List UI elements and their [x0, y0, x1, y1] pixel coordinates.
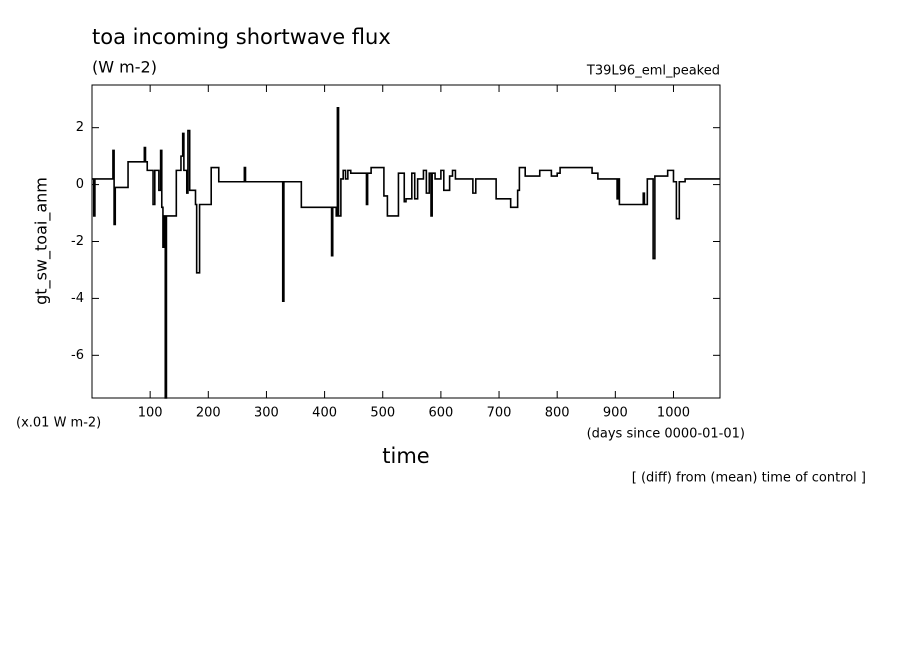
footnote: [ (diff) from (mean) time of control ] [632, 471, 866, 486]
y-axis-label: gt_sw_toai_anm [32, 177, 52, 305]
y-units: (x.01 W m-2) [16, 416, 101, 431]
x-tick-label: 100 [138, 406, 163, 421]
x-tick-label: 900 [603, 406, 628, 421]
x-tick-label: 200 [196, 406, 221, 421]
x-tick-label: 300 [254, 406, 279, 421]
y-tick-label: 2 [76, 120, 84, 135]
x-tick-label: 800 [545, 406, 570, 421]
x-tick-label: 1000 [657, 406, 690, 421]
x-tick-label: 500 [370, 406, 395, 421]
x-tick-label: 700 [487, 406, 512, 421]
chart-title: toa incoming shortwave flux [92, 25, 391, 49]
x-axis-label: time [382, 444, 429, 468]
x-units: (days since 0000-01-01) [587, 427, 745, 442]
x-tick-label: 400 [312, 406, 337, 421]
plot-frame [91, 84, 721, 399]
x-tick-label: 600 [428, 406, 453, 421]
chart-subtitle: (W m-2) [92, 58, 157, 77]
experiment-label: T39L96_eml_peaked [586, 64, 720, 79]
data-line [92, 106, 720, 399]
y-tick-label: 0 [76, 177, 84, 192]
y-tick-label: -6 [71, 348, 84, 363]
y-tick-label: -2 [71, 234, 84, 249]
y-tick-label: -4 [71, 291, 84, 306]
